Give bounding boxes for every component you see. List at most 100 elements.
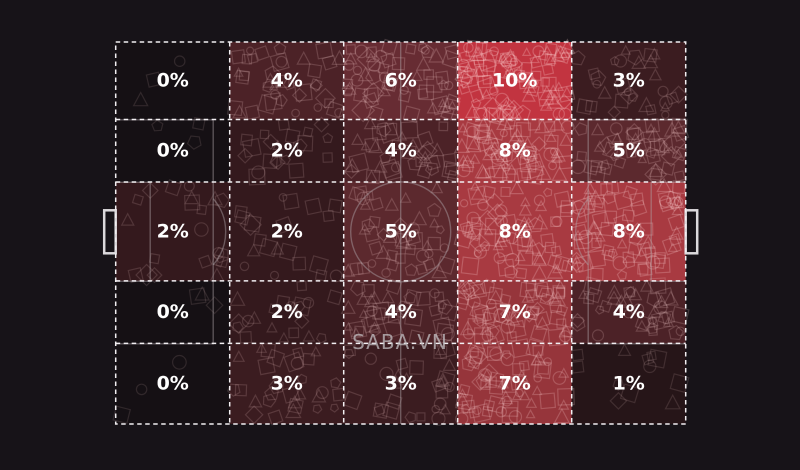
event-shape xyxy=(571,254,582,264)
zone-label-r2c4: 8% xyxy=(499,140,531,162)
event-shape xyxy=(429,142,445,157)
event-shape xyxy=(559,47,571,58)
event-shape xyxy=(475,107,488,121)
event-shape xyxy=(669,225,684,240)
event-shape xyxy=(246,243,261,257)
event-shape xyxy=(375,244,392,259)
event-shape xyxy=(309,78,323,93)
event-shape xyxy=(466,211,480,225)
zone-cell-r1c2 xyxy=(229,42,344,120)
event-shape xyxy=(594,231,606,242)
event-shape xyxy=(529,305,540,316)
zone-label-r5c4: 7% xyxy=(499,373,531,395)
event-shape xyxy=(675,326,686,337)
event-shape xyxy=(269,270,280,280)
event-shape xyxy=(637,153,648,164)
event-shape xyxy=(363,190,374,201)
event-shape xyxy=(624,224,634,235)
zone-label-r4c4: 7% xyxy=(499,301,531,323)
event-shape xyxy=(516,166,532,182)
event-shape xyxy=(475,65,489,78)
event-shape xyxy=(472,406,482,416)
event-shape xyxy=(405,232,424,250)
event-shape xyxy=(474,327,492,345)
event-shape xyxy=(635,319,649,332)
event-shape xyxy=(650,310,671,331)
event-shape xyxy=(456,65,475,85)
event-shape xyxy=(572,229,584,240)
event-shape xyxy=(241,53,253,65)
event-shape xyxy=(544,241,557,254)
event-shape xyxy=(352,65,363,76)
event-shape xyxy=(660,161,676,176)
event-shape xyxy=(474,125,490,141)
event-shape xyxy=(548,161,558,171)
event-shape xyxy=(326,289,343,306)
event-shape xyxy=(344,51,358,65)
event-shape xyxy=(436,225,445,235)
event-shape xyxy=(532,252,548,267)
event-shape xyxy=(596,136,616,156)
event-shape xyxy=(649,277,667,295)
event-shape xyxy=(145,71,162,88)
event-shape xyxy=(369,197,384,211)
event-shape xyxy=(478,228,497,247)
event-shape xyxy=(431,411,446,426)
event-shape xyxy=(499,51,517,68)
event-shape xyxy=(549,309,566,327)
goal-right xyxy=(684,209,699,255)
zone-label-r3c5: 8% xyxy=(613,221,645,243)
event-shape xyxy=(471,304,489,322)
event-shape xyxy=(604,210,618,224)
event-shape xyxy=(248,168,266,186)
event-shape xyxy=(550,245,562,257)
event-shape xyxy=(365,169,381,185)
event-shape xyxy=(233,205,248,219)
event-shape xyxy=(649,140,666,156)
event-shape xyxy=(636,241,653,257)
event-shape xyxy=(510,127,525,142)
event-shape xyxy=(543,357,552,367)
event-shape xyxy=(132,91,149,107)
event-shape xyxy=(530,53,541,64)
event-shape xyxy=(520,144,538,163)
event-shape xyxy=(587,194,606,214)
event-shape xyxy=(499,305,517,323)
event-shape xyxy=(660,145,682,167)
event-shape xyxy=(241,314,255,328)
event-shape xyxy=(482,144,499,161)
event-shape xyxy=(368,240,384,256)
event-shape xyxy=(357,66,374,82)
event-shape xyxy=(640,234,656,249)
event-shape xyxy=(409,360,425,376)
event-shape xyxy=(386,393,403,410)
event-shape xyxy=(188,287,207,306)
zone-label-r3c2: 2% xyxy=(271,221,303,243)
event-shape xyxy=(481,306,501,325)
event-shape xyxy=(589,165,607,183)
event-shape xyxy=(296,373,308,385)
event-shape xyxy=(484,167,496,179)
event-shape xyxy=(309,78,323,91)
zone-label-r1c1: 0% xyxy=(157,70,189,92)
event-shape xyxy=(454,69,474,89)
event-shape xyxy=(240,133,254,147)
event-shape xyxy=(634,314,652,332)
event-shape xyxy=(661,110,670,120)
event-shape xyxy=(385,249,399,262)
event-shape xyxy=(488,379,504,395)
event-shape xyxy=(627,241,642,257)
event-shape xyxy=(456,154,470,167)
event-shape xyxy=(400,121,419,140)
event-shape xyxy=(517,224,529,237)
event-shape xyxy=(494,308,511,325)
event-shape xyxy=(238,70,250,82)
event-shape xyxy=(288,327,300,339)
event-shape xyxy=(540,77,551,87)
event-shape xyxy=(404,243,417,256)
event-shape xyxy=(509,57,519,67)
event-shape xyxy=(552,254,570,273)
event-shape xyxy=(483,226,494,236)
event-shape xyxy=(424,154,441,171)
